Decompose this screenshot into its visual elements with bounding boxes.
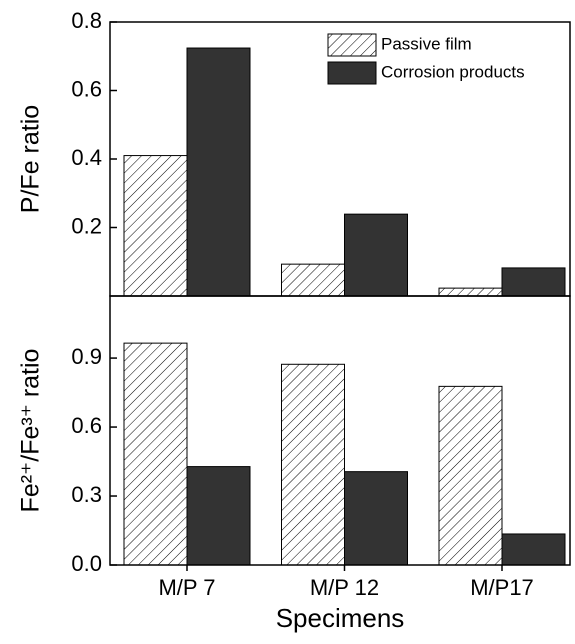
bar [186,47,251,296]
bar [344,471,408,565]
y-tick-label: 0.2 [71,213,102,238]
bar [344,213,408,296]
bar [281,263,345,296]
y-tick-label: 0.6 [71,413,102,438]
y-tick-label: 0.9 [71,344,102,369]
legend-label: Corrosion products [381,62,525,81]
bar [438,287,503,296]
plot-area [123,342,566,565]
legend-label: Passive film [381,34,472,53]
bar [501,267,566,296]
x-tick-label: M/P17 [470,575,534,600]
bar [123,342,188,565]
y-axis-title: Fe²⁺/Fe³⁺ ratio [17,349,45,513]
frame [109,295,571,566]
bar [281,363,345,565]
bar [123,155,188,296]
plot-area [123,47,566,296]
legend-swatch [327,33,377,57]
x-tick-label: M/P 12 [310,575,379,600]
x-tick-label: M/P 7 [158,575,215,600]
y-tick-label: 0.4 [71,145,102,170]
x-axis-title: Specimens [276,603,405,633]
bar [501,533,566,565]
bar [438,385,503,565]
legend-swatch [327,61,377,85]
y-tick-label: 0.0 [71,551,102,576]
y-tick-label: 0.3 [71,482,102,507]
y-tick-label: 0.6 [71,76,102,101]
bar [186,466,251,565]
y-tick-label: 0.8 [71,8,102,33]
y-axis-title: P/Fe ratio [17,105,45,213]
